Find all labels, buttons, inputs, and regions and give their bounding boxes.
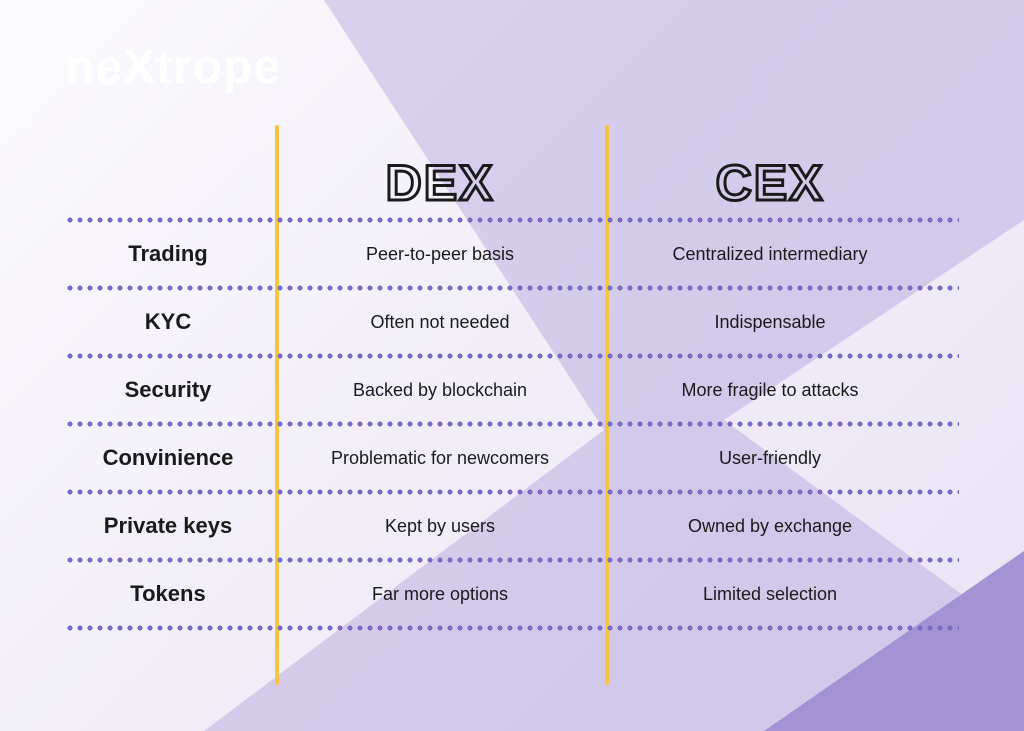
brand-logo: neXtrope <box>65 40 959 95</box>
comparison-table: DEX CEX TradingPeer-to-peer basisCentral… <box>65 125 959 628</box>
cell-dex: Often not needed <box>275 312 605 333</box>
dotted-separator <box>65 421 959 427</box>
row-label: Convinience <box>65 445 275 471</box>
row-label: Security <box>65 377 275 403</box>
cell-cex: Centralized intermediary <box>605 244 935 265</box>
row-label: Tokens <box>65 581 275 607</box>
cell-cex: Indispensable <box>605 312 935 333</box>
table-body: TradingPeer-to-peer basisCentralized int… <box>65 220 959 628</box>
table-row: Private keysKept by usersOwned by exchan… <box>65 492 959 560</box>
cell-cex: Limited selection <box>605 584 935 605</box>
dotted-separator <box>65 625 959 631</box>
dotted-separator <box>65 353 959 359</box>
column-header-cex: CEX <box>605 154 935 220</box>
dotted-separator <box>65 217 959 223</box>
cell-dex: Far more options <box>275 584 605 605</box>
table-row: ConvinienceProblematic for newcomersUser… <box>65 424 959 492</box>
table-header-row: DEX CEX <box>65 125 959 220</box>
cell-dex: Kept by users <box>275 516 605 537</box>
cell-cex: More fragile to attacks <box>605 380 935 401</box>
table-row: TokensFar more optionsLimited selection <box>65 560 959 628</box>
cell-dex: Problematic for newcomers <box>275 448 605 469</box>
dotted-separator <box>65 285 959 291</box>
table-row: KYCOften not neededIndispensable <box>65 288 959 356</box>
cell-dex: Peer-to-peer basis <box>275 244 605 265</box>
dotted-separator <box>65 489 959 495</box>
row-label: Trading <box>65 241 275 267</box>
table-row: TradingPeer-to-peer basisCentralized int… <box>65 220 959 288</box>
column-header-dex: DEX <box>275 154 605 220</box>
content-area: neXtrope DEX CEX TradingPeer-to-peer bas… <box>0 0 1024 628</box>
row-label: KYC <box>65 309 275 335</box>
row-label: Private keys <box>65 513 275 539</box>
dotted-separator <box>65 557 959 563</box>
cell-dex: Backed by blockchain <box>275 380 605 401</box>
table-row: SecurityBacked by blockchainMore fragile… <box>65 356 959 424</box>
cell-cex: User-friendly <box>605 448 935 469</box>
cell-cex: Owned by exchange <box>605 516 935 537</box>
